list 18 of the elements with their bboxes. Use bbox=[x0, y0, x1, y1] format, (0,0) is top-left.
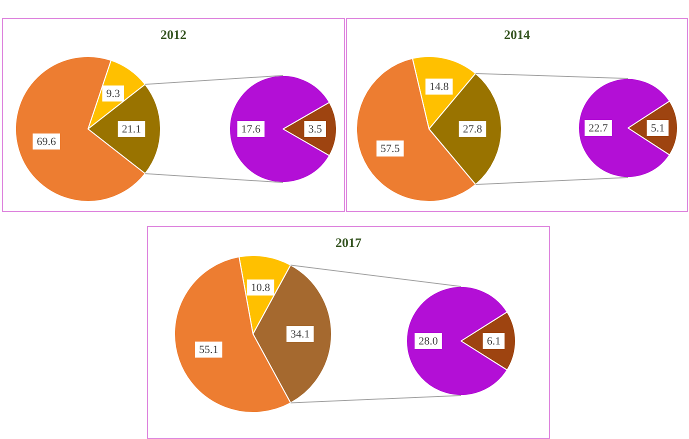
data-label: 14.8 bbox=[429, 81, 450, 94]
chart-title: 2014 bbox=[503, 27, 531, 43]
data-label: 27.8 bbox=[462, 123, 483, 136]
data-label: 3.5 bbox=[308, 123, 322, 136]
data-label: 10.8 bbox=[250, 282, 271, 294]
data-label: 21.1 bbox=[122, 123, 142, 136]
chart-title: 2012 bbox=[160, 27, 188, 43]
data-label: 6.1 bbox=[486, 335, 501, 348]
data-label: 69.6 bbox=[36, 136, 56, 148]
data-label: 17.6 bbox=[241, 123, 262, 136]
data-label: 34.1 bbox=[290, 328, 310, 340]
data-label: 28.0 bbox=[418, 335, 438, 348]
data-label: 9.3 bbox=[106, 88, 120, 100]
chart-title: 2017 bbox=[334, 235, 362, 251]
data-label: 55.1 bbox=[198, 344, 218, 356]
data-label: 22.7 bbox=[588, 122, 608, 134]
data-label: 57.5 bbox=[380, 142, 400, 155]
data-label: 5.1 bbox=[650, 122, 665, 134]
